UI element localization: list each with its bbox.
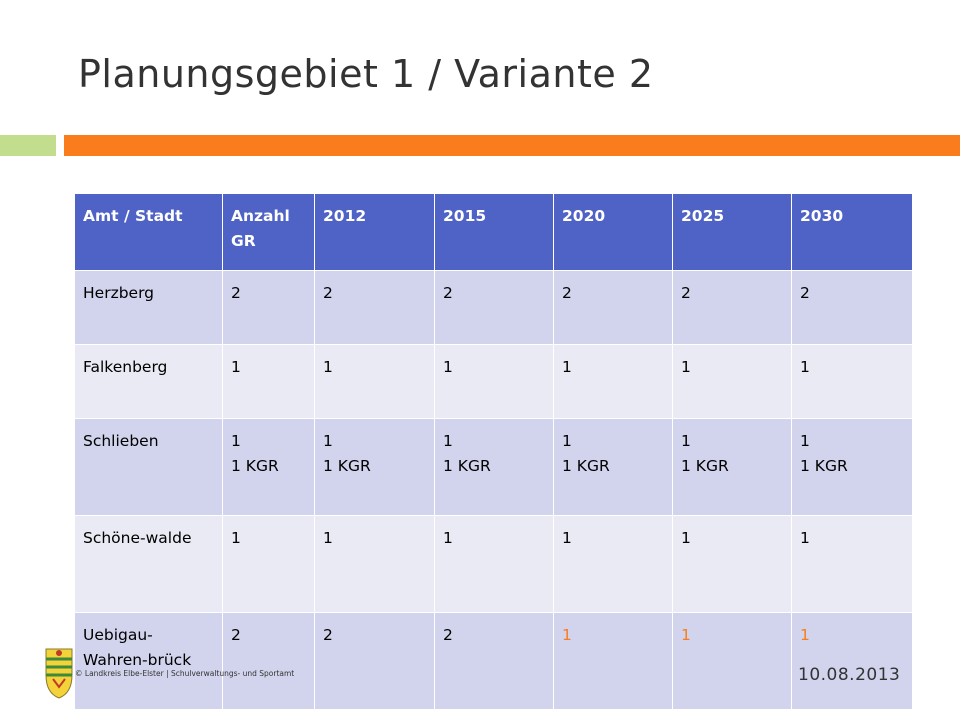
table-cell: Herzberg	[74, 270, 223, 345]
title-accent-green	[0, 135, 56, 156]
header-cell: 2025	[672, 193, 792, 271]
table-cell: 1	[314, 344, 435, 419]
table-row: Uebigau-Wahren-brück 2 2 2 1 1 1	[74, 612, 913, 710]
header-cell: 2030	[791, 193, 913, 271]
table-cell: 1	[553, 515, 673, 613]
table-cell: 2	[791, 270, 913, 345]
table-cell: 2	[314, 270, 435, 345]
table-row: Herzberg 2 2 2 2 2 2	[74, 270, 913, 345]
table-header-row: Amt / Stadt Anzahl GR 2012 2015 2020 202…	[74, 193, 913, 271]
header-cell: Amt / Stadt	[74, 193, 223, 271]
table-cell: Falkenberg	[74, 344, 223, 419]
table-cell: 2	[314, 612, 435, 710]
table-cell: Schlieben	[74, 418, 223, 516]
table-cell: 1	[314, 515, 435, 613]
table-cell: 1 1 KGR	[222, 418, 315, 516]
table-cell: 2	[222, 270, 315, 345]
table-cell: 1 1 KGR	[434, 418, 554, 516]
slide-title: Planungsgebiet 1 / Variante 2	[78, 52, 654, 96]
table-cell: 2	[222, 612, 315, 710]
table-cell: 1	[791, 515, 913, 613]
slide-date: 10.08.2013	[798, 665, 901, 685]
table-cell: 1 1 KGR	[791, 418, 913, 516]
planning-table: Amt / Stadt Anzahl GR 2012 2015 2020 202…	[74, 193, 913, 710]
table-cell: 1 1 KGR	[553, 418, 673, 516]
table-cell: 1 1 KGR	[314, 418, 435, 516]
title-accent-orange	[64, 135, 960, 156]
footer-copyright: © Landkreis Elbe-Elster | Schulverwaltun…	[75, 669, 295, 678]
table-cell: 2	[553, 270, 673, 345]
table-cell: 1	[672, 515, 792, 613]
header-cell: 2015	[434, 193, 554, 271]
table-cell: 2	[672, 270, 792, 345]
table-cell: 2	[434, 612, 554, 710]
header-cell: 2020	[553, 193, 673, 271]
table-cell: 1 1 KGR	[672, 418, 792, 516]
table-cell: 1	[222, 515, 315, 613]
table-cell: Schöne-walde	[74, 515, 223, 613]
table-cell: Uebigau-Wahren-brück	[74, 612, 223, 710]
table-cell: 1	[791, 344, 913, 419]
table-cell-highlight: 1	[791, 612, 913, 710]
header-cell: 2012	[314, 193, 435, 271]
table-cell: 1	[434, 344, 554, 419]
table-cell: 1	[434, 515, 554, 613]
table-cell: 1	[553, 344, 673, 419]
table-cell-highlight: 1	[672, 612, 792, 710]
table-cell: 2	[434, 270, 554, 345]
table-row: Schlieben 1 1 KGR 1 1 KGR 1 1 KGR 1 1 KG…	[74, 418, 913, 516]
header-cell: Anzahl GR	[222, 193, 315, 271]
table-cell-highlight: 1	[553, 612, 673, 710]
coat-of-arms-icon	[45, 648, 73, 699]
table-cell: 1	[222, 344, 315, 419]
table-row: Falkenberg 1 1 1 1 1 1	[74, 344, 913, 419]
table-cell: 1	[672, 344, 792, 419]
table-row: Schöne-walde 1 1 1 1 1 1	[74, 515, 913, 613]
